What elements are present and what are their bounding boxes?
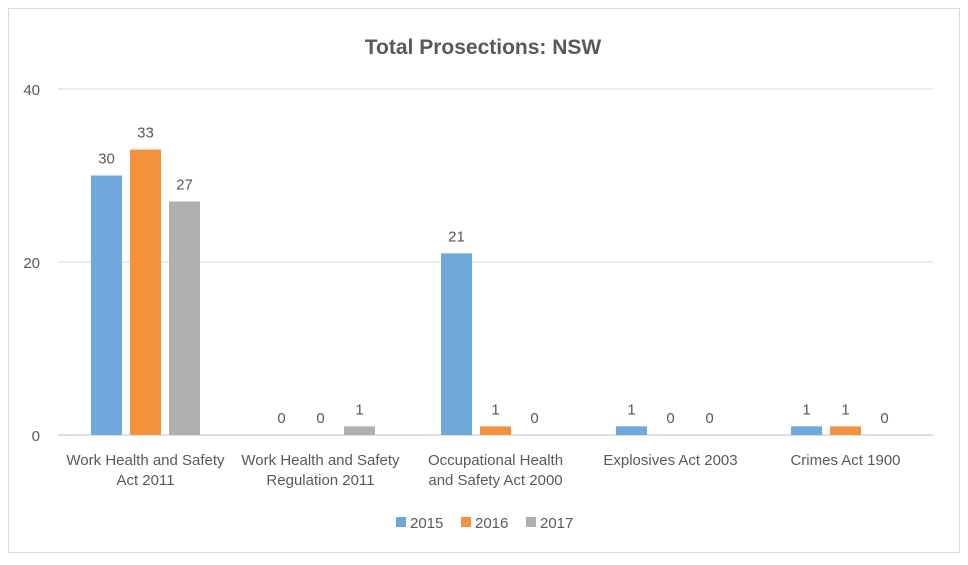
category-label-2: Occupational Health xyxy=(428,452,563,469)
category-label-1: Regulation 2011 xyxy=(266,472,374,489)
data-label-2015-4: 1 xyxy=(802,401,810,418)
legend-swatch-2016 xyxy=(461,517,471,527)
category-labels: Work Health and Safety Act 2011 Work Healt… xyxy=(66,452,900,489)
data-label-2016-1: 0 xyxy=(316,410,324,427)
y-tick-label: 0 xyxy=(32,428,40,445)
data-label-2016-4: 1 xyxy=(841,401,849,418)
category-label-4: Crimes Act 1900 xyxy=(790,452,900,469)
data-labels: 30 33 27 0 0 1 21 1 0 1 0 0 1 1 0 xyxy=(98,125,889,427)
data-label-2017-1: 1 xyxy=(355,401,363,418)
legend-label-2016: 2016 xyxy=(475,515,508,532)
data-label-2016-3: 0 xyxy=(666,410,674,427)
data-label-2016-2: 1 xyxy=(491,401,499,418)
data-label-2015-2: 21 xyxy=(448,228,465,245)
data-label-2015-3: 1 xyxy=(627,401,635,418)
legend-label-2017: 2017 xyxy=(540,515,573,532)
legend-swatch-2017 xyxy=(526,517,536,527)
category-label-0: Work Health and Safety xyxy=(66,452,225,469)
category-label-1: Work Health and Safety xyxy=(241,452,400,469)
bar-2017-1 xyxy=(344,426,375,435)
bar-2016-0 xyxy=(130,149,161,436)
data-label-2016-0: 33 xyxy=(137,125,154,142)
category-label-2: and Safety Act 2000 xyxy=(428,472,562,489)
bar-2017-0 xyxy=(169,201,200,435)
data-label-2017-4: 0 xyxy=(880,410,888,427)
bar-2016-4 xyxy=(830,426,861,435)
bar-2015-3 xyxy=(616,426,647,435)
category-label-0: Act 2011 xyxy=(116,472,174,489)
legend-label-2015: 2015 xyxy=(410,515,443,532)
chart-frame xyxy=(8,8,960,553)
bar-2015-2 xyxy=(441,253,472,435)
chart-title: Total Prosections: NSW xyxy=(365,36,602,59)
legend: 2015 2016 2017 xyxy=(396,515,573,532)
data-label-2017-3: 0 xyxy=(705,410,713,427)
bar-2015-4 xyxy=(791,426,822,435)
y-tick-label: 20 xyxy=(23,255,40,272)
legend-swatch-2015 xyxy=(396,517,406,527)
page-bottom-edge xyxy=(0,556,968,565)
data-label-2015-1: 0 xyxy=(277,410,285,427)
bar-2016-2 xyxy=(480,426,511,435)
bars xyxy=(91,149,861,436)
data-label-2017-0: 27 xyxy=(176,176,193,193)
bar-2015-0 xyxy=(91,175,122,435)
y-tick-label: 40 xyxy=(23,82,40,99)
data-label-2015-0: 30 xyxy=(98,151,115,168)
category-label-3: Explosives Act 2003 xyxy=(603,452,737,469)
data-label-2017-2: 0 xyxy=(530,410,538,427)
y-axis-ticks: 0 20 40 xyxy=(23,82,40,445)
